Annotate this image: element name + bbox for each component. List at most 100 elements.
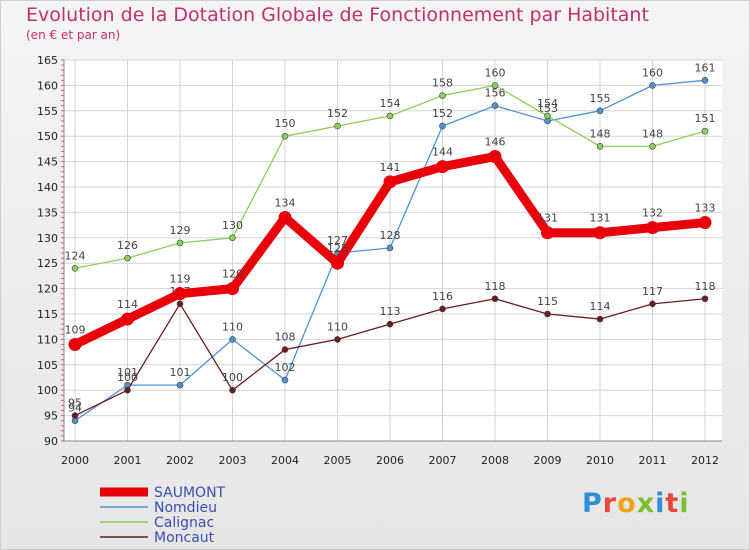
data-point-saumont xyxy=(646,221,659,235)
data-label-moncaut: 116 xyxy=(432,290,453,303)
y-tick-label: 135 xyxy=(37,206,58,219)
logo-letter: o xyxy=(617,488,637,519)
data-label-nomdieu: 94 xyxy=(68,402,82,415)
y-tick-label: 110 xyxy=(37,333,58,346)
x-tick-label: 2012 xyxy=(691,454,719,467)
data-label-calignac: 148 xyxy=(590,127,611,140)
data-label-nomdieu: 101 xyxy=(117,366,138,379)
data-label-saumont: 146 xyxy=(485,136,506,149)
data-label-saumont: 131 xyxy=(537,212,558,225)
data-label-saumont: 119 xyxy=(170,273,191,286)
x-tick-label: 2001 xyxy=(114,454,142,467)
data-label-calignac: 129 xyxy=(170,224,191,237)
logo-letter: r xyxy=(602,488,618,519)
data-point-nomdieu xyxy=(596,107,604,115)
y-tick-label: 165 xyxy=(37,54,58,67)
data-label-moncaut: 100 xyxy=(117,371,138,384)
data-label-nomdieu: 127 xyxy=(327,234,348,247)
chart-subtitle: (en € et par an) xyxy=(26,28,121,42)
data-point-saumont xyxy=(436,160,449,174)
data-point-nomdieu xyxy=(386,244,394,252)
data-point-calignac xyxy=(649,143,656,150)
data-point-moncaut xyxy=(544,310,551,318)
data-label-calignac: 124 xyxy=(65,249,86,262)
data-point-moncaut xyxy=(491,295,499,303)
data-point-calignac xyxy=(544,112,551,120)
data-label-calignac: 152 xyxy=(327,107,348,120)
data-point-saumont xyxy=(331,256,344,270)
data-point-saumont xyxy=(698,216,712,230)
data-label-saumont: 125 xyxy=(327,242,348,255)
data-point-nomdieu xyxy=(176,381,184,389)
proxiti-logo: Proxiti xyxy=(582,488,690,519)
logo-letter: x xyxy=(636,488,656,519)
x-tick-label: 2011 xyxy=(639,454,667,467)
y-tick-label: 100 xyxy=(37,384,58,397)
x-tick-label: 2008 xyxy=(481,454,509,467)
data-point-saumont xyxy=(173,287,187,301)
data-point-calignac xyxy=(386,112,394,120)
logo-letter: P xyxy=(582,488,603,519)
data-point-moncaut xyxy=(701,295,709,303)
data-label-moncaut: 95 xyxy=(68,397,82,410)
data-label-nomdieu: 152 xyxy=(432,107,453,120)
data-point-calignac xyxy=(176,239,184,247)
data-label-saumont: 144 xyxy=(432,146,453,159)
data-point-moncaut xyxy=(439,305,446,313)
y-tick-label: 145 xyxy=(37,156,58,169)
data-label-saumont: 141 xyxy=(380,161,401,174)
y-tick-label: 160 xyxy=(37,79,58,92)
data-label-saumont: 120 xyxy=(222,268,243,281)
legend-label-moncaut: Moncaut xyxy=(154,530,215,546)
data-point-moncaut xyxy=(596,315,604,323)
data-point-saumont xyxy=(541,226,554,240)
data-label-calignac: 151 xyxy=(695,112,716,125)
data-point-saumont xyxy=(593,226,607,240)
data-label-nomdieu: 160 xyxy=(642,66,663,79)
data-point-moncaut xyxy=(71,412,79,419)
data-label-saumont: 134 xyxy=(275,196,296,209)
data-label-nomdieu: 153 xyxy=(537,102,558,115)
data-label-moncaut: 118 xyxy=(485,280,506,293)
x-tick-label: 2005 xyxy=(324,454,352,467)
y-tick-label: 150 xyxy=(37,130,58,143)
data-label-nomdieu: 161 xyxy=(695,61,716,74)
data-point-moncaut xyxy=(281,346,289,353)
data-label-calignac: 148 xyxy=(642,127,663,140)
data-label-saumont: 133 xyxy=(695,202,716,215)
y-tick-label: 125 xyxy=(37,257,58,270)
data-label-calignac: 126 xyxy=(117,239,138,252)
data-point-calignac xyxy=(596,143,604,150)
data-point-calignac xyxy=(491,82,499,89)
data-point-moncaut xyxy=(334,336,341,343)
chart-title: Evolution de la Dotation Globale de Fonc… xyxy=(26,4,649,26)
data-point-calignac xyxy=(124,254,131,262)
data-label-calignac: 160 xyxy=(485,66,506,79)
data-label-nomdieu: 156 xyxy=(485,87,506,100)
legend-label-calignac: Calignac xyxy=(154,515,214,531)
data-label-calignac: 130 xyxy=(222,219,243,232)
data-label-nomdieu: 128 xyxy=(380,229,401,242)
data-label-calignac: 154 xyxy=(380,97,401,110)
legend-label-nomdieu: Nomdieu xyxy=(154,500,217,516)
x-tick-label: 2003 xyxy=(219,454,247,467)
data-point-nomdieu xyxy=(439,122,446,130)
x-tick-label: 2004 xyxy=(271,454,299,467)
data-label-saumont: 132 xyxy=(642,207,663,220)
data-point-saumont xyxy=(488,150,502,164)
data-point-saumont xyxy=(278,210,292,224)
data-point-nomdieu xyxy=(649,82,656,89)
data-label-moncaut: 100 xyxy=(222,371,243,384)
data-point-moncaut xyxy=(124,386,131,394)
data-point-nomdieu xyxy=(701,77,709,84)
data-label-calignac: 150 xyxy=(275,117,296,130)
x-tick-label: 2009 xyxy=(534,454,562,467)
x-tick-label: 2010 xyxy=(586,454,614,467)
data-point-nomdieu xyxy=(491,102,499,110)
data-label-nomdieu: 155 xyxy=(590,92,611,105)
y-tick-label: 130 xyxy=(37,232,58,245)
data-point-calignac xyxy=(281,132,289,140)
data-point-moncaut xyxy=(176,300,184,308)
data-label-calignac: 154 xyxy=(537,97,558,110)
